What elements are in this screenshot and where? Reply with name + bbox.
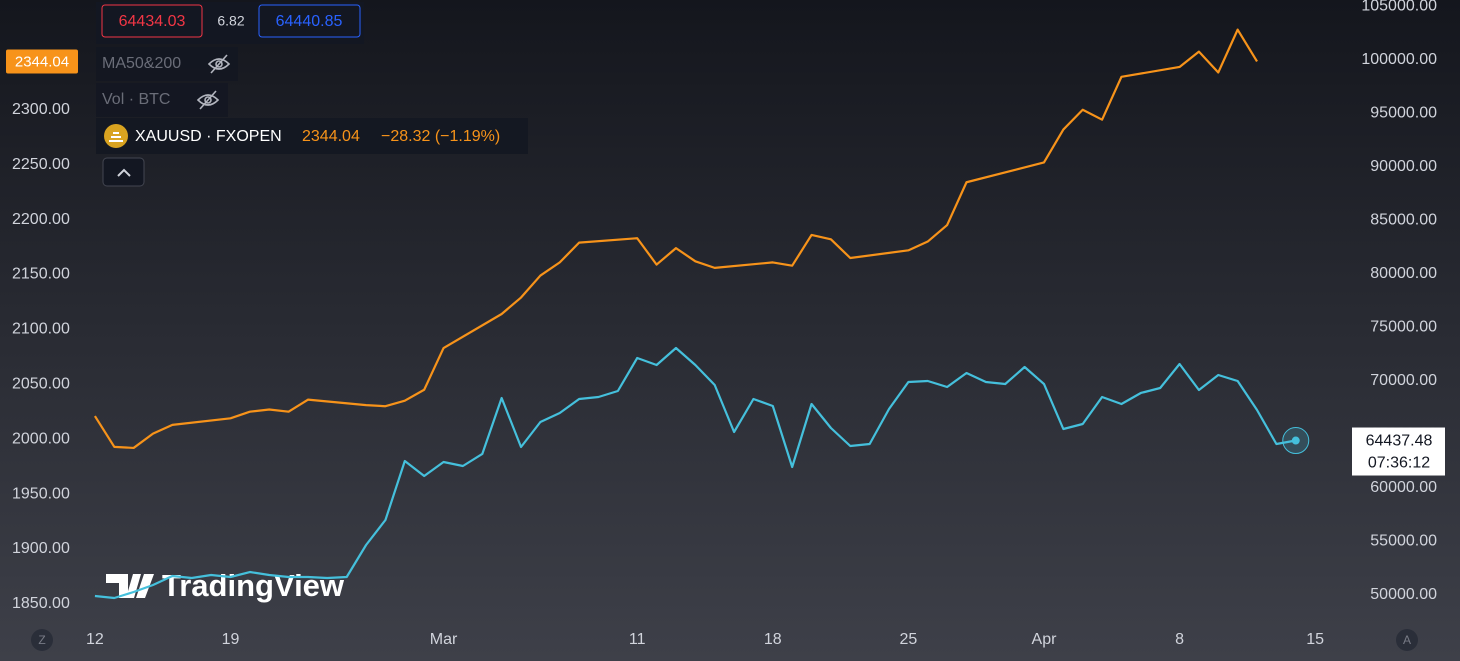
watermark: TradingView — [106, 568, 345, 603]
y-tick-label: 1850.00 — [12, 595, 70, 612]
y2-tick-label: 105000.00 — [1361, 0, 1437, 15]
watermark-text: TradingView — [162, 568, 345, 603]
x-tick-label: 11 — [629, 631, 646, 648]
y2-tick-label: 90000.00 — [1370, 158, 1437, 175]
y-tick-label: 2050.00 — [12, 375, 70, 392]
y-tick-label: 2000.00 — [12, 430, 70, 447]
plot-area — [93, 28, 1296, 600]
last-price-box — [6, 49, 78, 74]
y-tick-label: 1950.00 — [12, 485, 70, 502]
y2-tick-label: 55000.00 — [1370, 533, 1437, 550]
indicator[interactable]: MA50&200 — [102, 55, 181, 72]
x-tick-label: Mar — [430, 631, 458, 648]
y2-tick-label: 100000.00 — [1361, 51, 1437, 68]
y2-tick-label: 95000.00 — [1370, 105, 1437, 122]
spread: 6.82 — [217, 13, 244, 29]
indicator-bg — [96, 47, 238, 81]
last-price-box — [1352, 427, 1445, 476]
scale-button-label[interactable]: A — [1403, 633, 1411, 647]
scale-button[interactable] — [1396, 629, 1418, 651]
y2-tick-label: 50000.00 — [1370, 586, 1437, 603]
symbol-bg — [96, 118, 528, 154]
y2-tick-label: 85000.00 — [1370, 212, 1437, 229]
scale-button-label[interactable]: Z — [38, 633, 45, 647]
x-tick-label: 8 — [1175, 631, 1184, 648]
collapse-button[interactable] — [102, 157, 145, 187]
y2-tick-label: 75000.00 — [1370, 319, 1437, 336]
series-line — [94, 346, 1296, 600]
y-tick-label: 2200.00 — [12, 211, 70, 228]
x-tick-label: 12 — [86, 631, 104, 648]
hide-icon[interactable] — [207, 54, 231, 74]
bid[interactable]: 64434.03 — [119, 13, 186, 30]
last-price-label: 64437.48 — [1366, 433, 1433, 450]
scale-button[interactable] — [31, 629, 53, 651]
symbol-icon-bars — [109, 132, 123, 142]
y-tick-label: 2250.00 — [12, 156, 70, 173]
y-tick-label: 2150.00 — [12, 266, 70, 283]
y2-tick-label: 80000.00 — [1370, 265, 1437, 282]
chevron[interactable] — [117, 168, 131, 177]
symbol-name[interactable]: XAUUSD · FXOPEN — [135, 128, 282, 145]
countdown-label: 07:36:12 — [1368, 455, 1430, 472]
watermark-logo — [106, 574, 154, 598]
ask-box[interactable] — [258, 4, 361, 38]
y-tick-label: 2300.00 — [12, 101, 70, 118]
y-tick-label: 1900.00 — [12, 540, 70, 557]
x-tick-label: Apr — [1032, 631, 1058, 648]
symbol-last: 2344.04 — [302, 128, 360, 145]
last-point — [1291, 436, 1300, 445]
x-tick-label: 25 — [899, 631, 917, 648]
indicator[interactable]: Vol · BTC — [102, 91, 170, 108]
hide-icon[interactable] — [196, 90, 220, 110]
legend: 64434.03 6.82 64440.85 MA50&200 Vol · BT… — [96, 2, 528, 187]
x-tick-label: 18 — [764, 631, 782, 648]
symbol-change: −28.32 (−1.19%) — [381, 128, 500, 145]
y2-tick-label: 60000.00 — [1370, 479, 1437, 496]
x-tick-label: 15 — [1306, 631, 1324, 648]
bid-box[interactable] — [101, 4, 203, 38]
last-price-label: 2344.04 — [15, 53, 69, 70]
y-tick-label: 2100.00 — [12, 321, 70, 338]
x-tick-label: 19 — [222, 631, 240, 648]
series-line — [93, 28, 1258, 450]
y2-tick-label: 70000.00 — [1370, 372, 1437, 389]
ask[interactable]: 64440.85 — [276, 13, 343, 30]
indicator-bg — [96, 83, 228, 117]
scale-buttons: Z A — [31, 629, 1418, 651]
